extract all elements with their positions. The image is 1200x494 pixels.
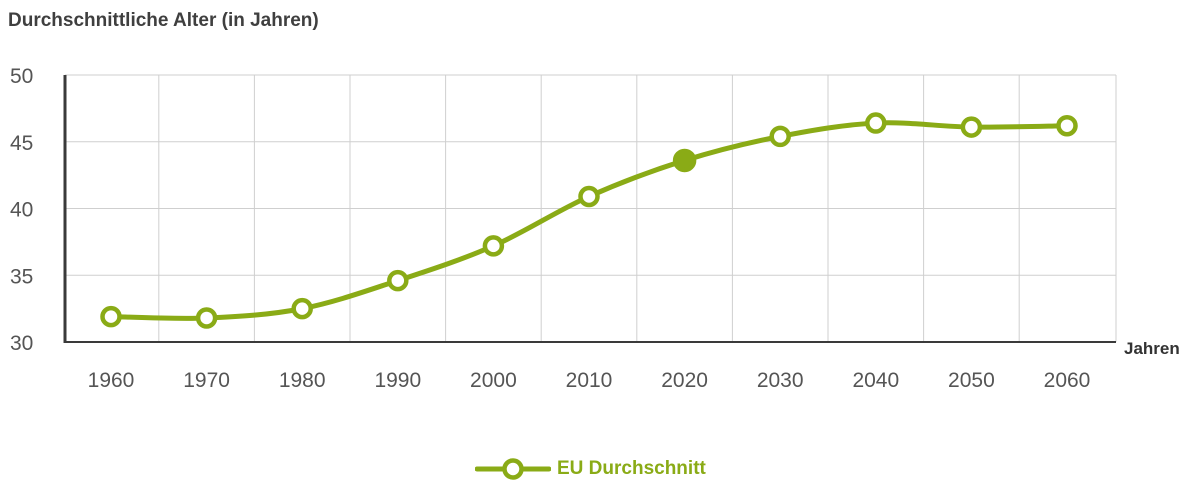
data-point [578,185,600,208]
x-tick-label: 1970 [183,369,230,392]
legend-label: EU Durchschnitt [557,458,706,479]
tick-labels: 30 35 40 45 50 1960 1970 1980 1990 2000 2010 2020 20… [10,65,1090,392]
legend: EU Durchschnitt [475,456,706,482]
x-tick-label: 2030 [757,369,804,392]
x-tick-label: 1990 [374,369,421,392]
data-point [865,112,887,134]
data-point [291,297,313,320]
x-tick-label: 2060 [1044,369,1091,392]
data-point [195,307,218,329]
y-tick-label: 40 [10,199,33,222]
x-tick-label: 1960 [88,369,135,392]
data-point-highlighted [672,148,697,173]
data-point [769,125,791,148]
x-tick-label: 2050 [948,369,995,392]
legend-line-marker-icon [475,458,551,480]
grid [65,74,1117,342]
series-eu-durchschnitt [100,112,1078,329]
data-point [1056,114,1078,137]
data-point [100,305,122,328]
x-tick-label: 2000 [470,369,517,392]
x-tick-label: 1980 [279,369,326,392]
x-tick-label: 2010 [566,369,613,392]
x-axis-title: Jahren [1124,339,1180,358]
y-tick-label: 35 [10,265,33,288]
data-point [387,269,409,292]
y-tick-label: 45 [10,132,33,155]
data-point [482,235,505,257]
x-tick-label: 2040 [852,369,899,392]
axes [63,75,1116,343]
data-point [960,116,983,138]
x-tick-label: 2020 [661,369,708,392]
y-tick-label: 30 [10,332,33,355]
y-tick-label: 50 [10,65,33,88]
chart-title: Durchschnittliche Alter (in Jahren) [8,10,319,31]
